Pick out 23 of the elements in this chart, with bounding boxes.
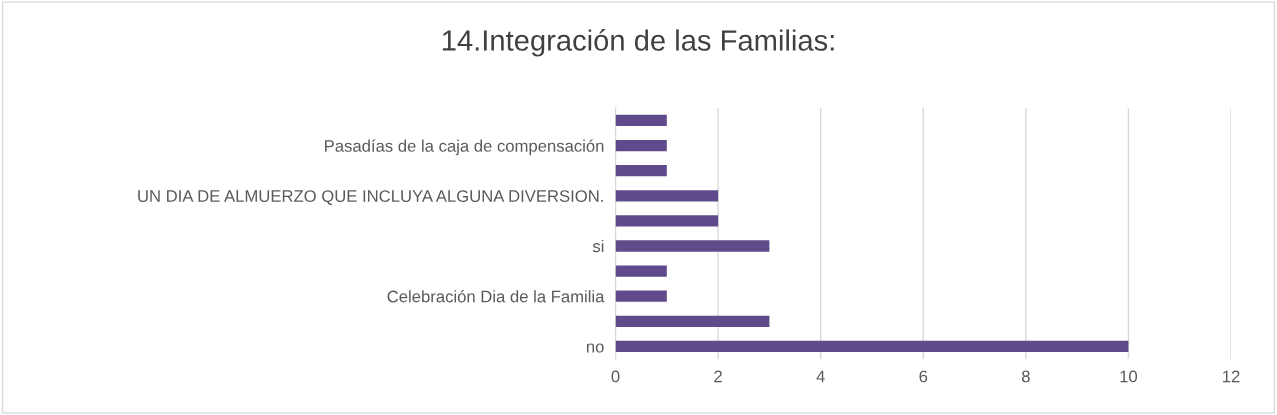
bar	[615, 190, 719, 202]
bar	[615, 165, 667, 177]
bar	[615, 290, 667, 302]
y-tick-label: Celebración Dia de la Familia	[387, 289, 605, 303]
bar	[615, 114, 667, 127]
bar	[615, 265, 667, 277]
y-tick-label: si	[592, 239, 604, 253]
x-tick-label: 4	[816, 370, 825, 383]
x-tick-label: 10	[1120, 370, 1138, 383]
bar	[615, 340, 1129, 353]
x-tick-label: 2	[714, 370, 722, 383]
bar	[615, 139, 667, 152]
y-tick-label: Pasadías de la caja de compensación	[325, 139, 604, 156]
y-tick-label: UN DIA DE ALMUERZO QUE INCLUYA ALGUNA DIVERSION.	[138, 190, 603, 205]
x-tick-label: 12	[1223, 370, 1240, 383]
bar	[615, 240, 770, 252]
x-tick-label: 6	[919, 370, 928, 383]
chart-title: 14.Integración de las Familias:	[442, 29, 834, 57]
bar	[615, 215, 719, 227]
bar	[615, 315, 770, 327]
x-tick-label: 0	[611, 370, 620, 383]
y-tick-label: no	[586, 343, 604, 353]
x-tick-label: 8	[1021, 370, 1030, 383]
